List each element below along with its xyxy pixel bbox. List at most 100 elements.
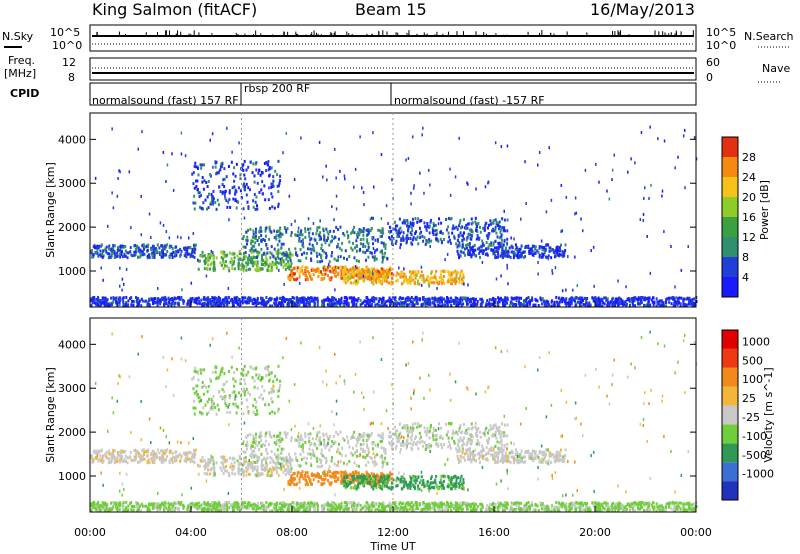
power-cell [562, 253, 565, 257]
power-cell [251, 258, 254, 262]
power-cell [310, 237, 313, 241]
velocity-cell [355, 444, 358, 448]
power-cell [381, 276, 384, 280]
power-cell [476, 225, 479, 229]
power-cell [376, 248, 379, 252]
power-cell [534, 251, 537, 255]
power-cell [150, 236, 152, 240]
power-cell [288, 267, 291, 271]
power-cell [471, 302, 474, 306]
velocity-cell [318, 439, 321, 443]
power-cell [237, 186, 240, 190]
power-cell [114, 297, 117, 301]
power-cell [184, 252, 187, 256]
power-cell [581, 296, 584, 300]
velocity-cell [250, 444, 253, 448]
power-cell [492, 250, 495, 254]
velocity-cell [345, 462, 348, 466]
velocity-cell [265, 467, 268, 471]
power-cell [453, 236, 456, 240]
velocity-cell [396, 440, 399, 444]
power-cell [249, 160, 252, 164]
power-cell [644, 186, 646, 190]
power-cell [469, 297, 472, 301]
power-cell [204, 297, 207, 301]
velocity-cell [359, 447, 362, 451]
power-cell [119, 255, 122, 259]
power-cell [518, 296, 521, 300]
velocity-cell [445, 433, 448, 437]
velocity-cell [239, 462, 242, 466]
velocity-cell [282, 470, 285, 474]
velocity-cell [368, 434, 371, 438]
power-cell [603, 296, 606, 300]
power-cell [276, 255, 279, 259]
power-cell [242, 255, 245, 259]
power-cell [451, 298, 454, 302]
power-cell [274, 262, 277, 266]
velocity-cell [139, 456, 142, 460]
power-cell [249, 227, 252, 231]
velocity-cell [111, 456, 114, 460]
power-cell [140, 297, 143, 301]
power-cell [115, 301, 118, 305]
power-cell [173, 302, 176, 306]
velocity-cell [359, 443, 362, 447]
power-cell [265, 262, 268, 266]
power-cell [658, 303, 661, 307]
power-cell [492, 252, 495, 256]
velocity-cell [407, 442, 410, 446]
velocity-cell [258, 456, 261, 460]
power-cell [464, 253, 467, 257]
power-cell [218, 301, 221, 305]
power-cell [133, 300, 136, 304]
power-cell [254, 241, 257, 245]
power-cell [580, 217, 582, 221]
power-cell [201, 163, 204, 167]
velocity-cell [162, 455, 165, 459]
power-cell [245, 182, 248, 186]
power-cell [228, 269, 231, 273]
power-cell [340, 300, 343, 304]
power-cell [388, 230, 391, 234]
power-cell [405, 241, 408, 245]
velocity-cell [362, 450, 365, 454]
power-cell [545, 210, 548, 214]
power-cell [336, 244, 339, 248]
power-cell [312, 246, 315, 250]
velocity-cell [207, 459, 210, 463]
power-cell [538, 151, 541, 155]
velocity-cell [212, 471, 215, 475]
power-cell [489, 243, 492, 247]
power-cell [299, 267, 302, 271]
power-cell [219, 165, 222, 169]
power-cell [545, 243, 548, 247]
power-cell [405, 218, 408, 222]
power-cell [95, 297, 98, 301]
power-cell [205, 267, 208, 271]
power-cell [313, 301, 316, 305]
power-cell [276, 243, 279, 247]
power-cell [362, 233, 365, 237]
power-cell [481, 239, 484, 243]
power-cell [260, 253, 263, 257]
power-cell [345, 301, 348, 305]
power-cell [168, 236, 171, 240]
power-cell [404, 276, 407, 280]
power-cell [290, 223, 293, 227]
power-cell [606, 299, 609, 303]
power-cell [129, 297, 132, 301]
power-cell [416, 297, 419, 301]
power-cell [319, 260, 322, 264]
velocity-cell [506, 442, 509, 446]
power-cell [661, 194, 663, 198]
power-cell [260, 239, 263, 243]
power-cell [343, 276, 346, 280]
power-cell [323, 233, 326, 237]
power-cell [457, 303, 460, 307]
velocity-cell [315, 437, 318, 441]
power-cell [478, 225, 481, 229]
velocity-cell [253, 449, 256, 453]
power-cell [300, 136, 302, 140]
power-cell [459, 254, 462, 258]
